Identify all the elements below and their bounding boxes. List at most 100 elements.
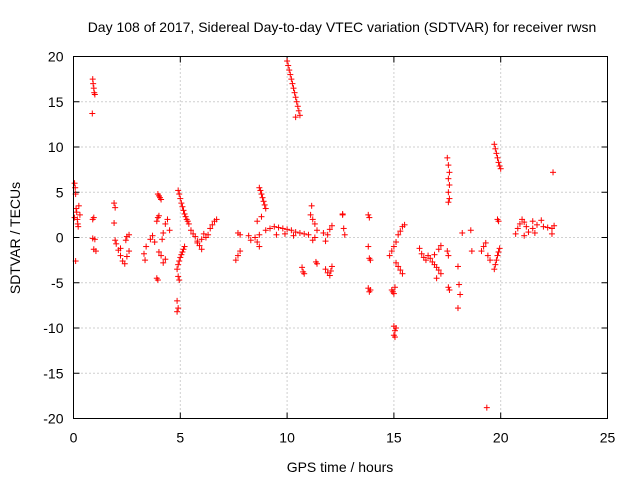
data-point: [90, 80, 97, 87]
data-point: [121, 260, 128, 267]
data-point: [174, 308, 181, 315]
data-point: [177, 254, 184, 261]
data-point: [198, 246, 205, 253]
data-point: [445, 189, 452, 196]
data-point: [494, 154, 501, 161]
data-point: [324, 231, 331, 238]
data-point: [292, 94, 299, 101]
data-point: [525, 229, 532, 236]
data-point: [529, 225, 536, 232]
data-point: [491, 266, 498, 273]
data-point: [289, 80, 296, 87]
data-point: [397, 228, 404, 235]
data-point: [151, 239, 158, 246]
data-point: [311, 220, 318, 227]
data-point: [437, 270, 444, 277]
data-point: [155, 248, 162, 255]
data-point: [482, 239, 489, 246]
data-point: [256, 231, 263, 238]
data-point: [178, 251, 185, 258]
data-point: [257, 187, 264, 194]
data-points: [71, 58, 558, 411]
data-point: [496, 163, 503, 170]
data-point: [71, 214, 78, 221]
data-point: [341, 231, 348, 238]
x-tick-label: 25: [600, 430, 616, 446]
data-point: [273, 231, 280, 238]
data-point: [292, 114, 299, 121]
data-point: [435, 267, 442, 274]
data-point: [284, 58, 291, 65]
data-point: [365, 243, 372, 250]
data-point: [544, 224, 551, 231]
y-tick-label: 10: [48, 139, 64, 155]
data-point: [180, 246, 187, 253]
data-point: [184, 218, 191, 225]
data-point: [176, 277, 183, 284]
data-point: [305, 231, 312, 238]
y-tick-label: -15: [43, 365, 63, 381]
x-tick-label: 20: [493, 430, 509, 446]
data-point: [468, 248, 475, 255]
data-point: [143, 243, 150, 250]
chart-title: Day 108 of 2017, Sidereal Day-to-day VTE…: [88, 19, 597, 35]
data-point: [456, 281, 463, 288]
data-point: [314, 227, 321, 234]
data-point: [495, 218, 502, 225]
data-point: [288, 227, 295, 234]
data-point: [487, 257, 494, 264]
data-point: [529, 218, 536, 225]
data-point: [391, 334, 398, 341]
data-point: [492, 261, 499, 268]
data-point: [258, 213, 265, 220]
data-point: [516, 220, 523, 227]
data-point: [491, 141, 498, 148]
data-point: [551, 222, 558, 229]
x-tick-label: 15: [386, 430, 402, 446]
data-point: [483, 404, 490, 411]
data-point: [521, 232, 528, 239]
data-point: [290, 85, 297, 92]
data-point: [433, 275, 440, 282]
data-point: [459, 229, 466, 236]
data-point: [445, 175, 452, 182]
data-point: [497, 165, 504, 172]
data-point: [91, 91, 98, 98]
data-point: [416, 245, 423, 252]
data-point: [245, 232, 252, 239]
data-point: [388, 248, 395, 255]
data-point: [192, 233, 199, 240]
data-point: [399, 270, 406, 277]
data-point: [290, 232, 297, 239]
data-point: [122, 237, 129, 244]
data-point: [339, 210, 346, 217]
data-point: [390, 243, 397, 250]
data-point: [285, 62, 292, 69]
data-point: [386, 252, 393, 259]
data-point: [174, 266, 181, 273]
data-point: [76, 211, 83, 218]
data-point: [113, 240, 120, 247]
axis-ticks: 0 5 10 15 20 25 -20 -15 -10 -5 0 5 10 15 20: [43, 49, 615, 446]
data-point: [175, 187, 182, 194]
data-point: [422, 257, 429, 264]
data-point: [194, 239, 201, 246]
data-point: [158, 252, 165, 259]
data-point: [309, 216, 316, 223]
data-point: [322, 266, 329, 273]
data-point: [267, 225, 274, 232]
data-point: [200, 230, 207, 237]
data-point: [158, 196, 165, 203]
data-point: [538, 217, 545, 224]
data-point: [391, 327, 398, 334]
data-point: [123, 253, 130, 260]
data-point: [445, 162, 452, 169]
y-tick-label: 0: [56, 230, 64, 246]
data-point: [73, 205, 80, 212]
data-point: [140, 250, 147, 257]
data-point: [393, 259, 400, 266]
y-axis-label: SDTVAR / TECUs: [7, 182, 23, 294]
data-point: [365, 211, 372, 218]
data-point: [271, 223, 278, 230]
